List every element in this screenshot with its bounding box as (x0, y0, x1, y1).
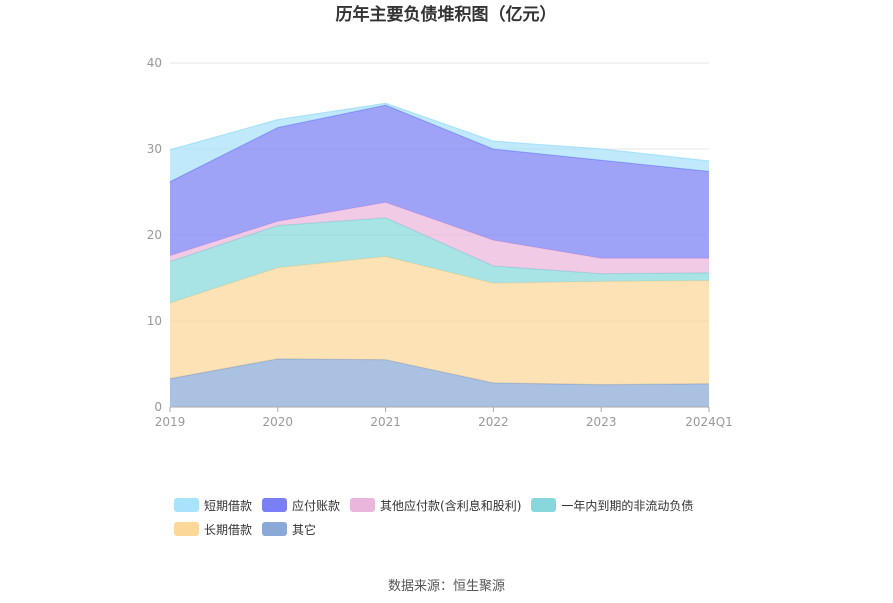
area-series-0[interactable] (170, 358, 709, 407)
legend-item[interactable]: 应付账款 (262, 496, 340, 514)
area-series-4[interactable] (170, 105, 709, 259)
area-series-2[interactable] (170, 217, 709, 303)
y-tick-label: 20 (147, 228, 162, 242)
x-tick-label: 2023 (586, 415, 617, 429)
area-series-3[interactable] (170, 202, 709, 274)
legend-label: 短期借款 (204, 498, 253, 513)
legend-swatch (174, 498, 199, 512)
y-tick-label: 40 (147, 56, 162, 70)
area-series-group (169, 102, 710, 407)
legend-swatch (262, 522, 288, 536)
area-series-1[interactable] (170, 256, 709, 385)
x-tick-label: 2024Q1 (685, 415, 733, 429)
legend-item[interactable]: 一年内到期的非流动负债 (531, 496, 693, 514)
area-series-line-5 (169, 102, 710, 162)
x-tick-label: 2022 (478, 415, 509, 429)
legend-label: 其他应付款(含利息和股利) (380, 498, 522, 513)
legend-item[interactable]: 长期借款 (174, 520, 252, 538)
legend-swatch (174, 522, 199, 536)
legend-label: 一年内到期的非流动负债 (561, 498, 694, 513)
x-tick-label: 2020 (263, 415, 294, 429)
legend-swatch (350, 498, 376, 512)
data-source-note: 数据来源：恒生聚源 (387, 579, 505, 594)
y-tick-label: 30 (147, 142, 162, 156)
legend-label: 应付账款 (292, 498, 341, 513)
legend-swatch (531, 498, 557, 512)
legend-swatch (262, 498, 288, 512)
y-tick-label: 0 (154, 400, 162, 414)
x-tick-label: 2021 (370, 415, 401, 429)
legend-item[interactable]: 短期借款 (174, 496, 252, 514)
legend-label: 其它 (292, 522, 317, 537)
axes: 0 10 20 30 40 2019 2020 2021 2022 2023 2024Q1 (147, 56, 733, 429)
legend-item[interactable]: 其他应付款(含利息和股利) (350, 496, 521, 514)
legend-label: 长期借款 (204, 522, 253, 537)
chart-legend: 短期借款 应付账款 其他应付款(含利息和股利) 一年内到期的非流动负债长期借款 其它 (174, 496, 774, 538)
legend-item[interactable]: 其它 (262, 520, 316, 538)
y-tick-label: 10 (147, 314, 162, 328)
chart-title: 历年主要负债堆积图（亿元） (336, 4, 557, 25)
x-tick-label: 2019 (155, 415, 186, 429)
